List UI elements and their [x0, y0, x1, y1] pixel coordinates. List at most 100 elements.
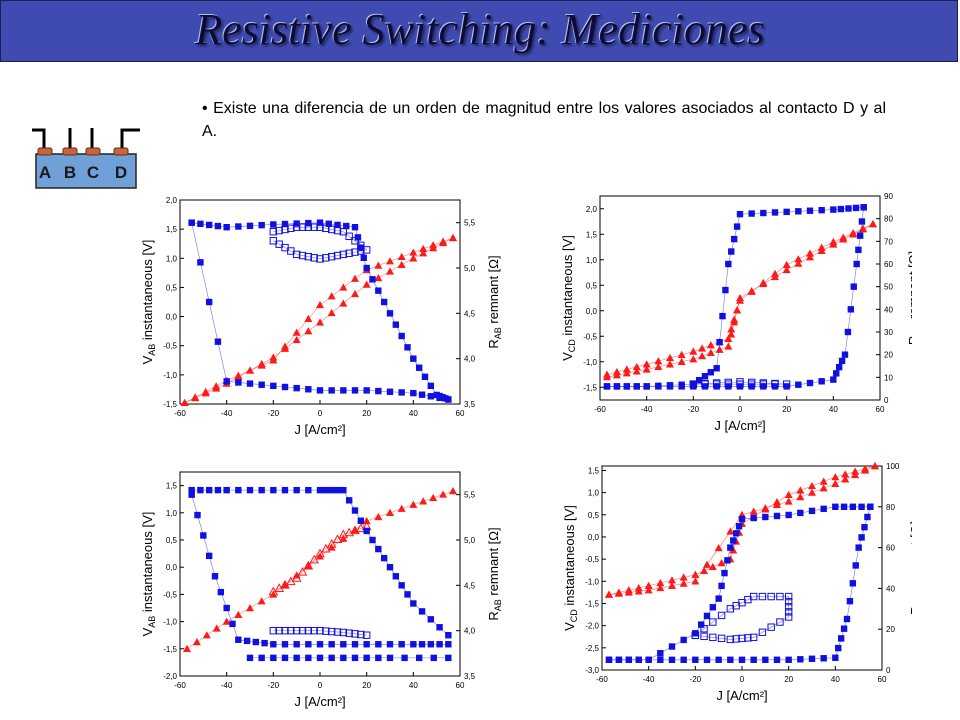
data-point-interp [350, 525, 360, 535]
x-tick-label: -40 [641, 405, 653, 414]
device-body [35, 153, 137, 189]
data-point-interp [612, 371, 621, 379]
data-point-interp [401, 654, 408, 662]
data-point-interp [281, 344, 289, 352]
data-point-interp [795, 381, 802, 388]
data-point [293, 654, 300, 662]
data-point-interp [214, 486, 222, 494]
bullet-marker: • [202, 100, 208, 117]
bullet-text: Existe una diferencia de un orden de mag… [202, 100, 886, 140]
data-point-interp [197, 220, 204, 227]
data-point-interp [333, 226, 342, 235]
data-point-interp [806, 379, 814, 387]
data-point-interp [439, 490, 448, 498]
data-point-interp [728, 248, 735, 255]
data-point-interp [695, 376, 703, 384]
data-point [409, 248, 418, 256]
data-point-interp [421, 373, 429, 380]
data-point [736, 294, 744, 302]
x-tick-label: -60 [174, 409, 186, 418]
data-point-interp [730, 318, 739, 326]
data-point [749, 592, 758, 601]
data-point-interp [246, 486, 254, 494]
data-point [691, 631, 700, 640]
data-point [269, 590, 278, 598]
data-point-interp [622, 369, 631, 377]
data-point-interp [806, 207, 814, 214]
contact-b-label: B [64, 163, 76, 182]
data-point-interp [340, 641, 347, 648]
data-point-interp [360, 254, 367, 261]
data-point [410, 389, 417, 397]
data-point-interp [281, 383, 289, 391]
data-point-interp [776, 592, 784, 601]
data-point [316, 318, 324, 326]
y-right-tick-label: 40 [886, 584, 895, 593]
data-point [316, 641, 324, 648]
data-point-interp [837, 205, 845, 213]
y-right-tick-label: 3,5 [464, 672, 476, 681]
data-point-interp [635, 656, 642, 663]
y-right-tick-label: 5,0 [464, 264, 476, 273]
data-point-interp [706, 348, 715, 357]
data-point [869, 220, 877, 228]
data-point-interp [345, 232, 353, 240]
data-point-interp [339, 283, 348, 291]
data-point [246, 654, 254, 662]
data-point [316, 387, 324, 394]
data-point [871, 462, 879, 470]
contact-d-label: D [115, 163, 127, 182]
data-point-interp [427, 616, 435, 623]
data-point-interp [850, 283, 857, 290]
data-point [603, 383, 611, 390]
data-point-interp [759, 279, 768, 288]
data-point-interp [327, 252, 336, 261]
data-point [605, 656, 613, 663]
data-point-interp [615, 656, 623, 663]
data-point [713, 365, 720, 372]
data-point [188, 486, 195, 494]
data-point-interp [305, 641, 312, 648]
data-point [223, 224, 230, 231]
y-left-tick-label: 1,0 [586, 256, 598, 265]
y-right-tick-label: 5,5 [464, 491, 476, 500]
data-point [351, 224, 359, 231]
data-point-interp [748, 210, 755, 217]
data-point-interp [721, 569, 728, 577]
data-point-interp [714, 544, 723, 552]
chart-vcd-rcd-bottom: -60 -40 -20 0 20 40 60 -3,0 -2,5 -2,0 -1,5 -1,0 -0,5… [562, 462, 912, 703]
y-left-tick-label: 2,0 [166, 196, 178, 205]
data-point-interp [298, 223, 307, 231]
data-point-interp [427, 393, 435, 400]
data-point-interp [849, 580, 857, 587]
slide-title: Resistive Switching: Mediciones [195, 5, 765, 54]
y-left-tick-label: 0,5 [586, 281, 598, 290]
data-point-interp [852, 204, 860, 212]
data-point [270, 221, 277, 228]
data-point [223, 378, 230, 385]
data-point-interp [794, 259, 803, 267]
data-point [363, 641, 370, 648]
y-right-tick-label: 70 [884, 237, 893, 246]
data-point-interp [841, 470, 850, 478]
series-4 [246, 654, 452, 662]
x-tick-label: 60 [878, 675, 887, 684]
data-point-interp [235, 379, 242, 386]
data-point-interp [305, 486, 312, 494]
data-point-interp [625, 656, 633, 663]
y-right-tick-label: 4,5 [464, 581, 476, 590]
y-right-tick-label: 5,0 [464, 536, 476, 545]
data-point-interp [818, 378, 825, 385]
data-point-interp [725, 383, 732, 390]
data-point [362, 246, 371, 254]
data-point [784, 613, 793, 621]
data-point [784, 497, 793, 505]
data-point-interp [281, 486, 289, 494]
series-2 [188, 486, 452, 639]
contact-a-label: A [39, 163, 51, 182]
data-point-interp [205, 486, 213, 494]
data-point [643, 383, 650, 390]
data-point-interp [328, 641, 335, 648]
data-point-interp [703, 560, 711, 568]
data-point-interp [840, 625, 848, 632]
